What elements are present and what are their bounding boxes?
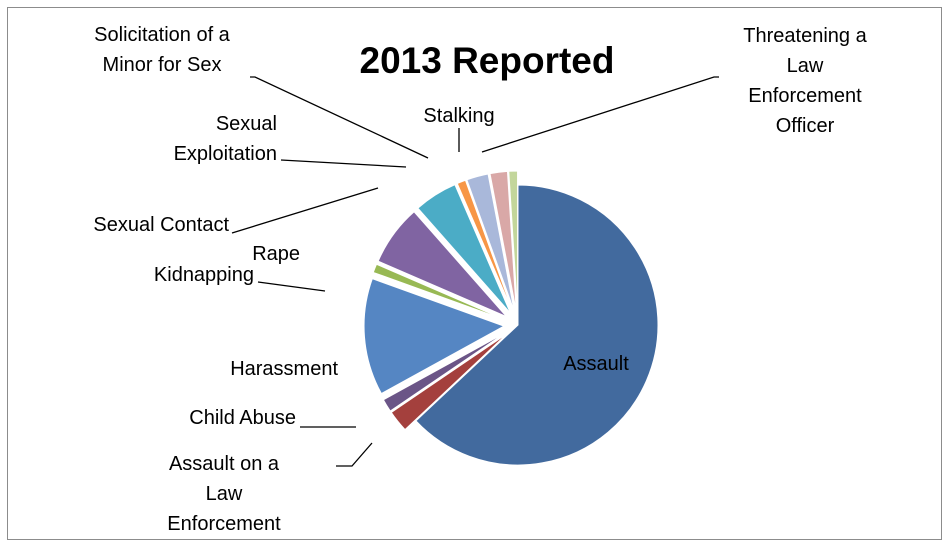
slice-label-rape: Rape xyxy=(252,243,300,265)
pie-slice-assault xyxy=(415,184,659,466)
chart-title: 2013 Reported xyxy=(360,40,615,81)
slice-label-line: Enforcement xyxy=(748,85,862,107)
slice-label-line: Assault xyxy=(563,353,629,375)
pie-slice-kidnapping xyxy=(372,263,506,321)
pie-slice-assault-on-a-law-enforcement-officer xyxy=(390,333,508,431)
slice-label-stalking: Stalking xyxy=(423,105,494,127)
leader-line xyxy=(257,281,326,292)
slice-label-child-abuse: Child Abuse xyxy=(189,407,296,429)
slice-label-line: Law xyxy=(206,483,243,505)
slice-label-solicitation-of-a-minor-for-sex: Solicitation of a Minor for Sex xyxy=(94,24,231,76)
leader-line xyxy=(481,76,719,153)
slice-label-line: Threatening a xyxy=(743,25,867,47)
slice-label-line: Officer xyxy=(776,115,835,137)
slice-label-harassment: Harassment xyxy=(230,358,338,380)
slice-label-sexual-contact: Sexual Contact xyxy=(93,214,229,236)
pie-slice-solicitation-of-a-minor-for-sex xyxy=(466,173,515,312)
slice-label-sexual-exploitation: Sexual Exploitation xyxy=(174,113,277,165)
leader-line xyxy=(280,159,407,168)
leader-line xyxy=(231,187,379,234)
pie-slice-stalking xyxy=(489,170,517,312)
leader-line xyxy=(336,442,373,467)
slice-label-line: Exploitation xyxy=(174,143,277,165)
pie-slice-threatening-a-law-enforcement-officer xyxy=(508,170,519,312)
slice-label-line: Sexual xyxy=(216,113,277,135)
slice-label-line: Solicitation of a xyxy=(94,24,231,46)
slice-label-line: Assault on a xyxy=(169,453,280,475)
pie-slices xyxy=(363,170,659,466)
slice-label-kidnapping: Kidnapping xyxy=(154,264,254,286)
slice-label-line: Kidnapping xyxy=(154,264,254,286)
leader-lines xyxy=(231,76,719,467)
slice-label-line: Sexual Contact xyxy=(93,214,229,236)
pie-slice-sexual-exploitation xyxy=(456,179,514,313)
pie-slice-rape xyxy=(377,211,508,318)
slice-label-line: Law xyxy=(787,55,824,77)
slice-label-line: Minor for Sex xyxy=(103,54,222,76)
slice-label-line: Child Abuse xyxy=(189,407,296,429)
slice-labels: Assault Assault on a Law Enforcement Child A… xyxy=(93,24,867,535)
leader-line xyxy=(250,76,429,159)
pie-slice-sexual-contact xyxy=(417,184,511,314)
slice-label-line: Enforcement xyxy=(167,513,281,535)
slice-label-assault-on-a-law-enforcement-officer: Assault on a Law Enforcement xyxy=(167,453,281,535)
slice-label-line: Rape xyxy=(252,243,300,265)
slice-label-threatening-a-law-enforcement-officer: Threatening a Law Enforcement Officer xyxy=(743,25,867,137)
slice-label-line: Harassment xyxy=(230,358,338,380)
pie-slice-harassment xyxy=(363,278,506,395)
pie-slice-child-abuse xyxy=(382,331,507,412)
slice-label-assault: Assault xyxy=(563,353,629,375)
slice-label-line: Stalking xyxy=(423,105,494,127)
